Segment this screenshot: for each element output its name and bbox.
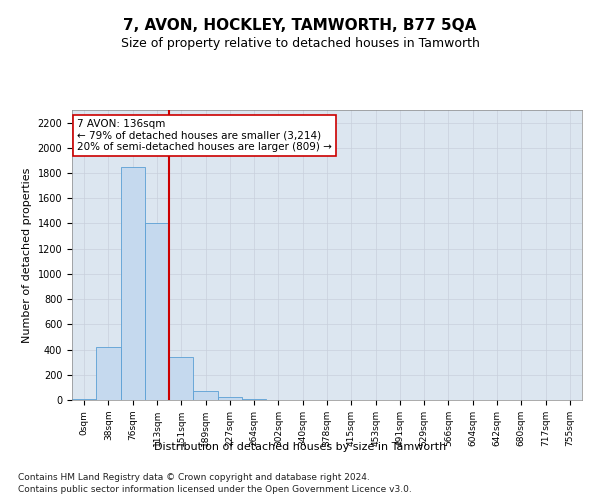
Bar	[121, 166, 145, 400]
Y-axis label: Number of detached properties: Number of detached properties	[22, 168, 32, 342]
Bar	[218, 397, 242, 400]
Text: Size of property relative to detached houses in Tamworth: Size of property relative to detached ho…	[121, 38, 479, 51]
Bar	[96, 347, 121, 400]
Bar	[169, 357, 193, 400]
Text: 7 AVON: 136sqm
← 79% of detached houses are smaller (3,214)
20% of semi-detached: 7 AVON: 136sqm ← 79% of detached houses …	[77, 118, 332, 152]
Bar	[145, 224, 169, 400]
Text: 7, AVON, HOCKLEY, TAMWORTH, B77 5QA: 7, AVON, HOCKLEY, TAMWORTH, B77 5QA	[124, 18, 476, 32]
Text: Contains public sector information licensed under the Open Government Licence v3: Contains public sector information licen…	[18, 485, 412, 494]
Bar	[242, 399, 266, 400]
Text: Distribution of detached houses by size in Tamworth: Distribution of detached houses by size …	[154, 442, 446, 452]
Text: Contains HM Land Registry data © Crown copyright and database right 2024.: Contains HM Land Registry data © Crown c…	[18, 472, 370, 482]
Bar	[193, 390, 218, 400]
